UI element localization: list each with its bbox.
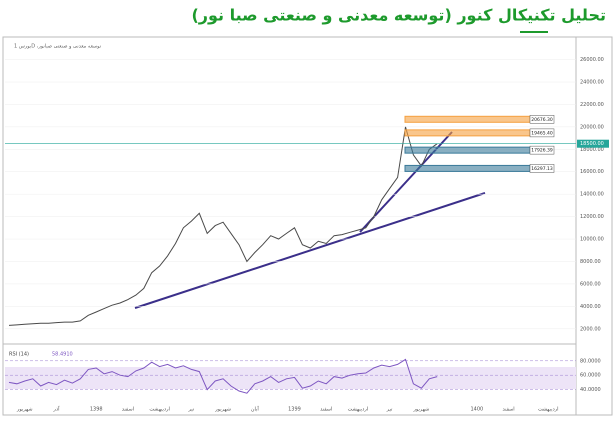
x-tick-label: اردیبهشت — [348, 407, 369, 413]
level-label: 16297.13 — [531, 166, 553, 172]
x-tick-label: شهریور — [214, 407, 231, 413]
page-title: تحلیل تکنیکال کنور (توسعه معدنی و صنعتی … — [191, 6, 606, 25]
level-zone — [404, 146, 531, 154]
level-zone — [404, 164, 531, 172]
y-tick-label: 6000.00 — [580, 281, 601, 287]
y-tick-label: 10000.00 — [580, 237, 604, 243]
x-tick-label: 1400 — [471, 407, 484, 413]
level-label-box — [529, 164, 555, 173]
y-tick-label: 20000.00 — [580, 124, 604, 130]
y-tick-label: 8000.00 — [580, 259, 601, 265]
last-price-label: 18500.00 — [580, 141, 604, 147]
level-label-box — [529, 115, 555, 124]
last-price-box — [577, 139, 609, 148]
x-tick-label: آبان — [251, 406, 260, 413]
y-tick-label: 2000.00 — [580, 326, 601, 332]
level-label-box — [529, 145, 555, 155]
trendline — [134, 192, 486, 309]
x-tick-label: اردیبهشت — [149, 407, 170, 413]
x-tick-label: شهریور — [16, 407, 33, 413]
rsi-value: 58.4910 — [52, 352, 73, 358]
x-tick-label: اسفند — [502, 407, 514, 413]
level-label-box — [529, 128, 555, 138]
level-zone — [404, 115, 531, 123]
chart-header: بورس 1D ،توسعه معدنی و صنعتی صبانور — [14, 44, 102, 50]
chart-frame — [2, 36, 613, 416]
level-label: 19465.40 — [531, 130, 553, 136]
series-line — [8, 358, 438, 394]
y-tick-label: 18000.00 — [580, 147, 604, 153]
x-tick-label: شهریور — [413, 407, 430, 413]
level-label: 17926.39 — [531, 148, 553, 154]
x-tick-label: 1398 — [90, 407, 103, 413]
y-tick-label: 40.0000 — [580, 387, 601, 393]
x-tick-label: تیر — [188, 407, 195, 413]
y-tick-label: 22000.00 — [580, 102, 604, 108]
level-zone — [404, 129, 531, 137]
y-tick-label: 4000.00 — [580, 304, 601, 310]
y-tick-label: 14000.00 — [580, 192, 604, 198]
y-tick-label: 12000.00 — [580, 214, 604, 220]
x-tick-label: اسفند — [122, 407, 134, 413]
x-tick-label: اسفند — [320, 407, 332, 413]
y-tick-label: 24000.00 — [580, 80, 604, 86]
x-tick-label: آذر — [53, 406, 61, 413]
x-tick-label: 1399 — [288, 407, 301, 413]
y-tick-label: 60.0000 — [580, 373, 601, 379]
y-tick-label: 80.0000 — [580, 358, 601, 364]
y-tick-label: 26000.00 — [580, 57, 604, 63]
y-tick-label: 16000.00 — [580, 169, 604, 175]
rsi-title: RSI (14) — [9, 352, 29, 358]
x-tick-label: اردیبهشت — [538, 407, 559, 413]
series-line — [8, 126, 438, 326]
x-tick-label: تیر — [386, 407, 393, 413]
level-label: 20676.30 — [531, 117, 553, 123]
